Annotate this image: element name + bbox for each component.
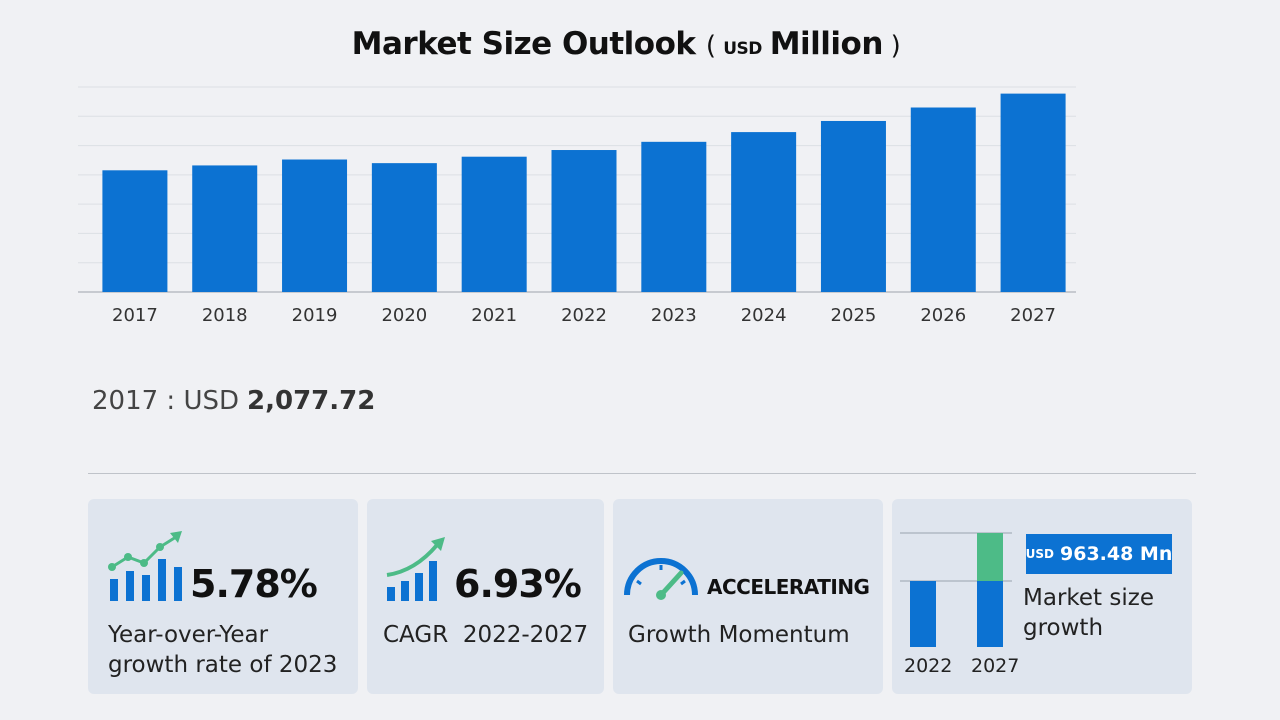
- speedometer-icon: [624, 558, 698, 600]
- market-growth-label-line2: growth: [1023, 615, 1104, 641]
- yoy-label-line1: Year-over-Year: [108, 622, 269, 648]
- mini-year-end: 2027: [971, 655, 1020, 677]
- title-unit-prefix: USD: [723, 39, 762, 59]
- momentum-value: ACCELERATING: [707, 575, 870, 599]
- market-growth-badge: USD 963.48 Mn: [1026, 534, 1172, 574]
- bar-2018: [192, 165, 258, 292]
- bar-chart: 2017 2018 2019 2020 2021 2022 2023 2024 2025 2026…: [78, 86, 1076, 326]
- title-unit: ( USD Million ): [705, 26, 901, 62]
- x-tick-label-2019: 2019: [292, 305, 338, 326]
- cagr-card: 6.93% CAGR 2022-2027: [367, 499, 604, 694]
- x-tick-label-2022: 2022: [561, 305, 607, 326]
- bar-2025: [820, 120, 886, 292]
- bar-2022: [551, 150, 617, 292]
- x-tick-label-2024: 2024: [741, 305, 787, 326]
- cagr-label: CAGR 2022-2027: [383, 622, 589, 648]
- bar-2027: [1000, 93, 1066, 293]
- x-tick-label-2017: 2017: [112, 305, 158, 326]
- x-tick-label-2021: 2021: [471, 305, 517, 326]
- mini-bar-2027-base: [977, 581, 1003, 647]
- base-year-amount: 2,077.72: [247, 386, 376, 416]
- trend-arrow-icon: [386, 537, 445, 601]
- chart-title-text: Market Size Outlook: [351, 26, 696, 62]
- market-growth-mini-chart: [900, 532, 1012, 647]
- x-tick-label-2018: 2018: [202, 305, 248, 326]
- x-tick-label-2027: 2027: [1010, 305, 1056, 326]
- base-year-value: 2017 : USD 2,077.72: [92, 386, 375, 416]
- market-growth-label-line1: Market size: [1023, 585, 1154, 611]
- bar-2024: [731, 132, 797, 292]
- yoy-label: Year-over-Year growth rate of 2023: [108, 620, 337, 680]
- x-tick-label-2023: 2023: [651, 305, 697, 326]
- market-growth-label: Market size growth: [1023, 583, 1154, 643]
- x-tick-label-2020: 2020: [381, 305, 427, 326]
- badge-prefix: USD: [1025, 547, 1054, 561]
- badge-value: 963.48 Mn: [1060, 543, 1173, 565]
- mini-bar-2022: [910, 581, 936, 647]
- x-tick-label-2026: 2026: [920, 305, 966, 326]
- yoy-label-line2: growth rate of 2023: [108, 652, 338, 678]
- growth-chart-icon: [108, 531, 182, 601]
- x-tick-label-2025: 2025: [831, 305, 877, 326]
- divider: [88, 473, 1196, 474]
- market-growth-card: 2022 2027 Market size growth: [892, 499, 1192, 694]
- title-unit-suffix: Million: [769, 26, 884, 62]
- base-year-label: 2017 : USD: [92, 386, 240, 416]
- mini-year-start: 2022: [904, 655, 953, 677]
- bar-2017: [102, 170, 168, 292]
- momentum-card: ACCELERATING Growth Momentum: [613, 499, 883, 694]
- yoy-card: 5.78% Year-over-Year growth rate of 2023: [88, 499, 358, 694]
- bar-2020: [371, 163, 437, 292]
- momentum-label: Growth Momentum: [628, 622, 850, 648]
- yoy-value: 5.78%: [190, 562, 318, 606]
- bar-2021: [461, 156, 527, 292]
- mini-bar-2027-increment: [977, 533, 1003, 581]
- chart-title: Market Size Outlook ( USD Million ): [0, 26, 1252, 62]
- bar-2026: [910, 107, 976, 292]
- bar-2019: [282, 159, 348, 292]
- cagr-value: 6.93%: [454, 562, 582, 606]
- bar-2023: [641, 141, 707, 292]
